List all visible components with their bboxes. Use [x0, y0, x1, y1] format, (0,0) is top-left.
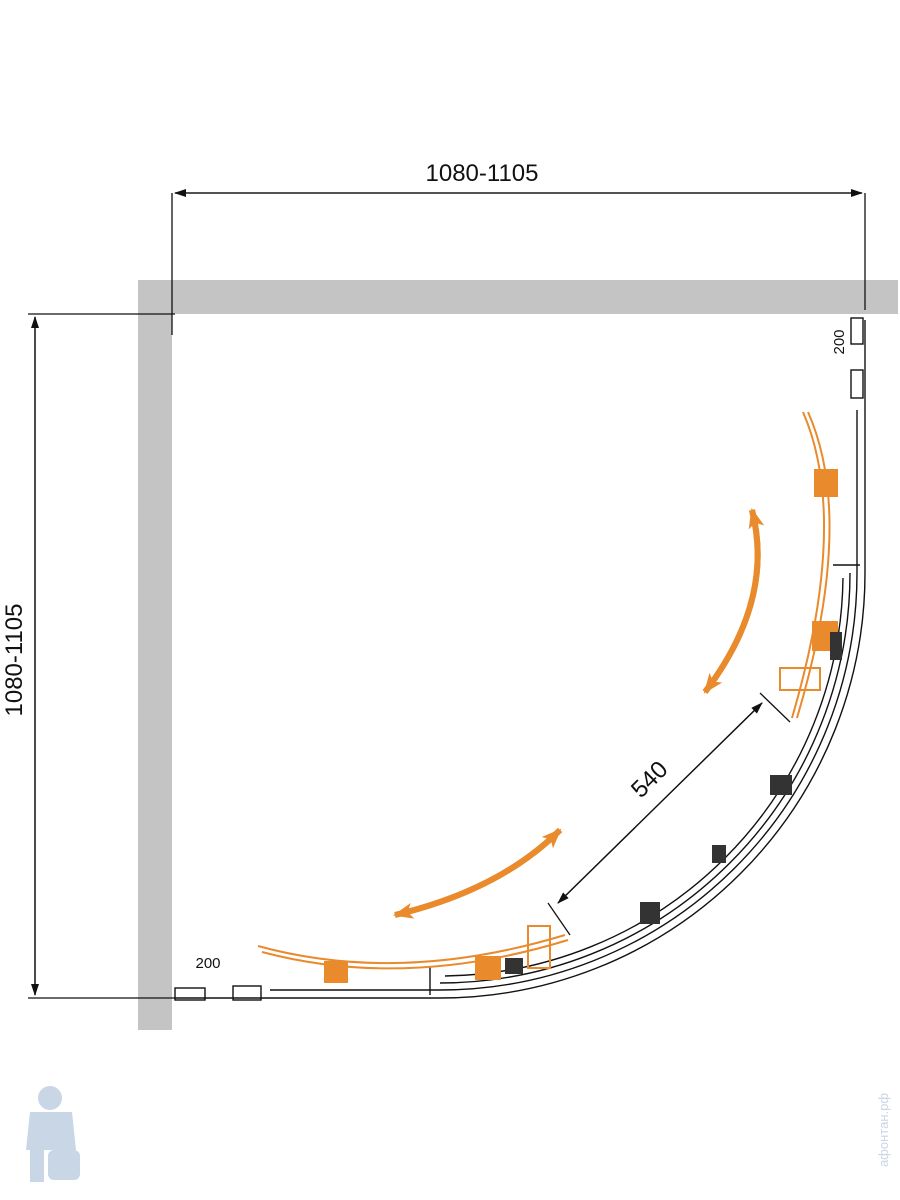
- top-wall: [138, 280, 898, 314]
- watermark-logo: [26, 1086, 80, 1182]
- rollers: [505, 632, 842, 974]
- width-label: 1080-1105: [426, 160, 539, 187]
- sliding-doors: [257, 411, 838, 983]
- top-profile-label: 200: [831, 329, 848, 354]
- door-dimension: [547, 692, 791, 936]
- depth-dimension: [28, 313, 175, 999]
- watermark-text: афонтан.рф: [876, 1093, 891, 1167]
- depth-label: 1080-1105: [1, 604, 28, 717]
- enclosure: [174, 317, 866, 1001]
- left-wall: [138, 280, 172, 1030]
- bottom-profile-label: 200: [195, 955, 220, 972]
- width-dimension: [171, 189, 866, 335]
- motion-arrows: [393, 508, 765, 919]
